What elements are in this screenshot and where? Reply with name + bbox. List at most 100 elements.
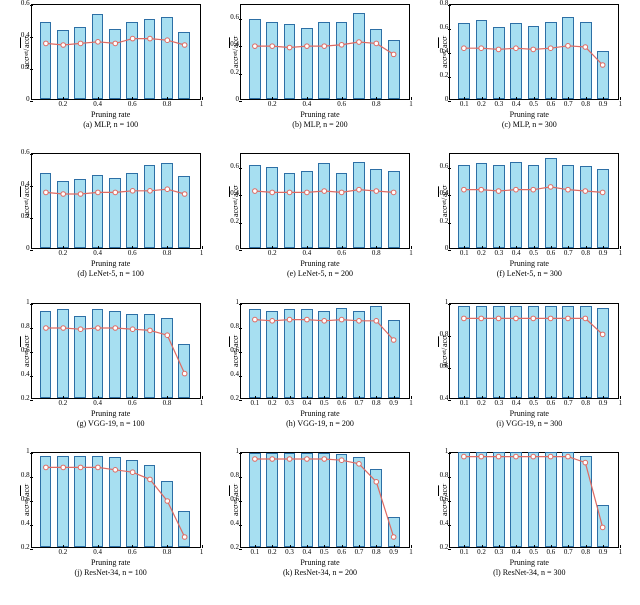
- x-tick-label: 1: [409, 100, 413, 108]
- x-tick-label: 0.8: [372, 100, 381, 108]
- panel-e: accret / accr0.20.40.60.8100.20.40.6Prun…: [215, 153, 424, 302]
- x-ticks: 0.10.20.30.40.50.60.70.80.91: [241, 399, 409, 407]
- x-axis-label: Pruning rate: [91, 259, 130, 268]
- y-tick-label: 0.8: [223, 471, 239, 479]
- x-tick-label: 0.2: [59, 100, 68, 108]
- plot-area: 0.20.40.60.810.20.40.60.81: [31, 452, 201, 548]
- x-tick-label: 0.9: [389, 399, 398, 407]
- panel-k: accret / accr0.10.20.30.40.50.60.70.80.9…: [215, 452, 424, 601]
- x-tick-label: 0.2: [59, 399, 68, 407]
- overlay-line: [32, 5, 202, 101]
- x-tick-label: 0.8: [581, 249, 590, 257]
- y-tick-label: 0.8: [14, 471, 30, 479]
- plot-area: 0.20.40.60.8100.20.40.6: [31, 4, 201, 100]
- panel-caption: (g) VGG-19, n = 100: [77, 419, 145, 428]
- x-tick-label: 0.5: [529, 249, 538, 257]
- panel-caption: (j) ResNet-34, n = 100: [75, 568, 147, 577]
- plot-area: 0.10.20.30.40.50.60.70.80.9100.20.40.60.…: [449, 4, 619, 100]
- x-axis-label: Pruning rate: [510, 409, 549, 418]
- y-tick-label: 0.6: [14, 148, 30, 156]
- x-tick-label: 1: [409, 249, 413, 257]
- x-axis-label: Pruning rate: [91, 558, 130, 567]
- y-ticks: 00.20.40.6: [223, 154, 239, 248]
- x-tick-label: 0.8: [372, 249, 381, 257]
- overlay-line: [450, 154, 620, 250]
- x-axis-label: Pruning rate: [510, 110, 549, 119]
- y-ticks: 00.20.40.60.8: [432, 5, 448, 99]
- x-tick-label: 1: [200, 548, 204, 556]
- plot-area: 0.20.40.60.8100.20.40.6: [240, 4, 410, 100]
- y-tick-label: 0.6: [432, 23, 448, 31]
- panel-caption: (c) MLP, n = 300: [502, 120, 557, 129]
- x-tick-label: 1: [200, 249, 204, 257]
- x-tick-label: 0.2: [477, 249, 486, 257]
- panel-f: accret / accr0.10.20.30.40.50.60.70.80.9…: [425, 153, 634, 302]
- overlay-line: [32, 453, 202, 549]
- x-axis-label: Pruning rate: [91, 409, 130, 418]
- panel-c: accret / accr0.10.20.30.40.50.60.70.80.9…: [425, 4, 634, 153]
- overlay-line: [241, 453, 411, 549]
- x-tick-label: 0.2: [477, 548, 486, 556]
- y-tick-label: 0.6: [14, 346, 30, 354]
- panel-h: accret / accr0.10.20.30.40.50.60.70.80.9…: [215, 303, 424, 452]
- plot-area: 0.10.20.30.40.50.60.70.80.910.20.40.60.8…: [449, 452, 619, 548]
- x-tick-label: 0.6: [337, 548, 346, 556]
- x-tick-label: 1: [619, 399, 623, 407]
- x-tick-label: 0.3: [285, 399, 294, 407]
- x-tick-label: 0.4: [93, 100, 102, 108]
- x-tick-label: 0.9: [599, 100, 608, 108]
- x-tick-label: 0.3: [285, 548, 294, 556]
- x-tick-label: 0.6: [547, 399, 556, 407]
- panel-caption: (i) VGG-19, n = 300: [496, 419, 562, 428]
- x-tick-label: 0.9: [599, 548, 608, 556]
- y-tick-label: 0.8: [14, 322, 30, 330]
- x-tick-label: 0.9: [389, 548, 398, 556]
- y-ticks: 00.20.40.6: [223, 5, 239, 99]
- y-tick-label: 0.4: [223, 189, 239, 197]
- y-ticks: 0.20.40.60.81: [432, 453, 448, 547]
- x-tick-label: 0.8: [372, 548, 381, 556]
- x-tick-label: 0.2: [268, 100, 277, 108]
- plot-area: 0.10.20.30.40.50.60.70.80.910.40.60.81: [449, 303, 619, 399]
- x-tick-label: 0.5: [320, 399, 329, 407]
- y-tick-label: 0.4: [432, 394, 448, 402]
- x-axis-label: Pruning rate: [510, 558, 549, 567]
- x-tick-label: 0.8: [163, 249, 172, 257]
- y-tick-label: 1: [223, 447, 239, 455]
- x-tick-label: 0.1: [250, 548, 259, 556]
- plot-area: 0.10.20.30.40.50.60.70.80.9100.20.40.6: [449, 153, 619, 249]
- x-axis-label: Pruning rate: [91, 110, 130, 119]
- panel-d: accret / accr0.20.40.60.8100.20.40.6Prun…: [6, 153, 215, 302]
- x-tick-label: 1: [409, 548, 413, 556]
- plot-area: 0.10.20.30.40.50.60.70.80.910.20.40.60.8…: [240, 452, 410, 548]
- overlay-line: [32, 154, 202, 250]
- x-tick-label: 0.4: [93, 249, 102, 257]
- plot-area: 0.10.20.30.40.50.60.70.80.910.20.40.60.8…: [240, 303, 410, 399]
- x-tick-label: 0.3: [495, 100, 504, 108]
- x-tick-label: 0.9: [599, 399, 608, 407]
- x-axis-label: Pruning rate: [300, 259, 339, 268]
- overlay-line: [241, 304, 411, 400]
- x-tick-label: 0.6: [128, 249, 137, 257]
- y-ticks: 00.20.40.6: [14, 154, 30, 248]
- x-axis-label: Pruning rate: [510, 259, 549, 268]
- x-tick-label: 1: [200, 100, 204, 108]
- x-tick-label: 1: [409, 399, 413, 407]
- x-tick-label: 0.6: [547, 100, 556, 108]
- x-tick-label: 0.8: [163, 399, 172, 407]
- x-tick-label: 0.8: [163, 100, 172, 108]
- x-tick-label: 0.7: [564, 399, 573, 407]
- x-ticks: 0.10.20.30.40.50.60.70.80.91: [450, 100, 618, 108]
- x-tick-label: 0.4: [303, 548, 312, 556]
- x-tick-label: 0.1: [460, 399, 469, 407]
- panel-b: accret / accr0.20.40.60.8100.20.40.6Prun…: [215, 4, 424, 153]
- y-tick-label: 0.4: [223, 40, 239, 48]
- x-tick-label: 0.2: [268, 249, 277, 257]
- y-tick-label: 0: [223, 95, 239, 103]
- x-tick-label: 0.2: [268, 548, 277, 556]
- y-tick-label: 0.4: [432, 47, 448, 55]
- y-tick-label: 0.6: [432, 362, 448, 370]
- x-tick-label: 0.5: [529, 399, 538, 407]
- y-tick-label: 0.2: [432, 71, 448, 79]
- x-tick-label: 0.7: [564, 548, 573, 556]
